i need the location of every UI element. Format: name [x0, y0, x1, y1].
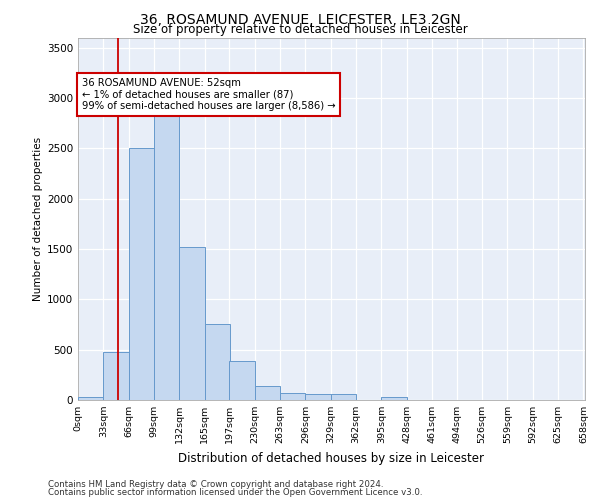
Bar — [128, 148, 154, 400]
Text: Size of property relative to detached houses in Leicester: Size of property relative to detached ho… — [133, 22, 467, 36]
Text: Contains public sector information licensed under the Open Government Licence v3: Contains public sector information licen… — [48, 488, 422, 497]
Text: 36 ROSAMUND AVENUE: 52sqm
← 1% of detached houses are smaller (87)
99% of semi-d: 36 ROSAMUND AVENUE: 52sqm ← 1% of detach… — [82, 78, 335, 111]
Bar — [154, 116, 179, 400]
X-axis label: Distribution of detached houses by size in Leicester: Distribution of detached houses by size … — [179, 452, 485, 464]
Bar — [179, 247, 205, 400]
Bar — [254, 386, 280, 400]
Bar — [382, 397, 407, 400]
Bar — [331, 394, 356, 400]
Bar — [280, 393, 305, 400]
Bar — [103, 352, 128, 400]
Bar — [305, 394, 331, 400]
Y-axis label: Number of detached properties: Number of detached properties — [33, 136, 43, 301]
Text: 36, ROSAMUND AVENUE, LEICESTER, LE3 2GN: 36, ROSAMUND AVENUE, LEICESTER, LE3 2GN — [140, 12, 460, 26]
Bar — [205, 324, 230, 400]
Bar — [229, 360, 254, 400]
Text: Contains HM Land Registry data © Crown copyright and database right 2024.: Contains HM Land Registry data © Crown c… — [48, 480, 383, 489]
Bar — [78, 398, 103, 400]
